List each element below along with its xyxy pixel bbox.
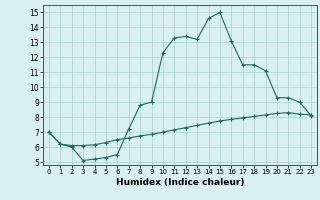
X-axis label: Humidex (Indice chaleur): Humidex (Indice chaleur) (116, 178, 244, 187)
